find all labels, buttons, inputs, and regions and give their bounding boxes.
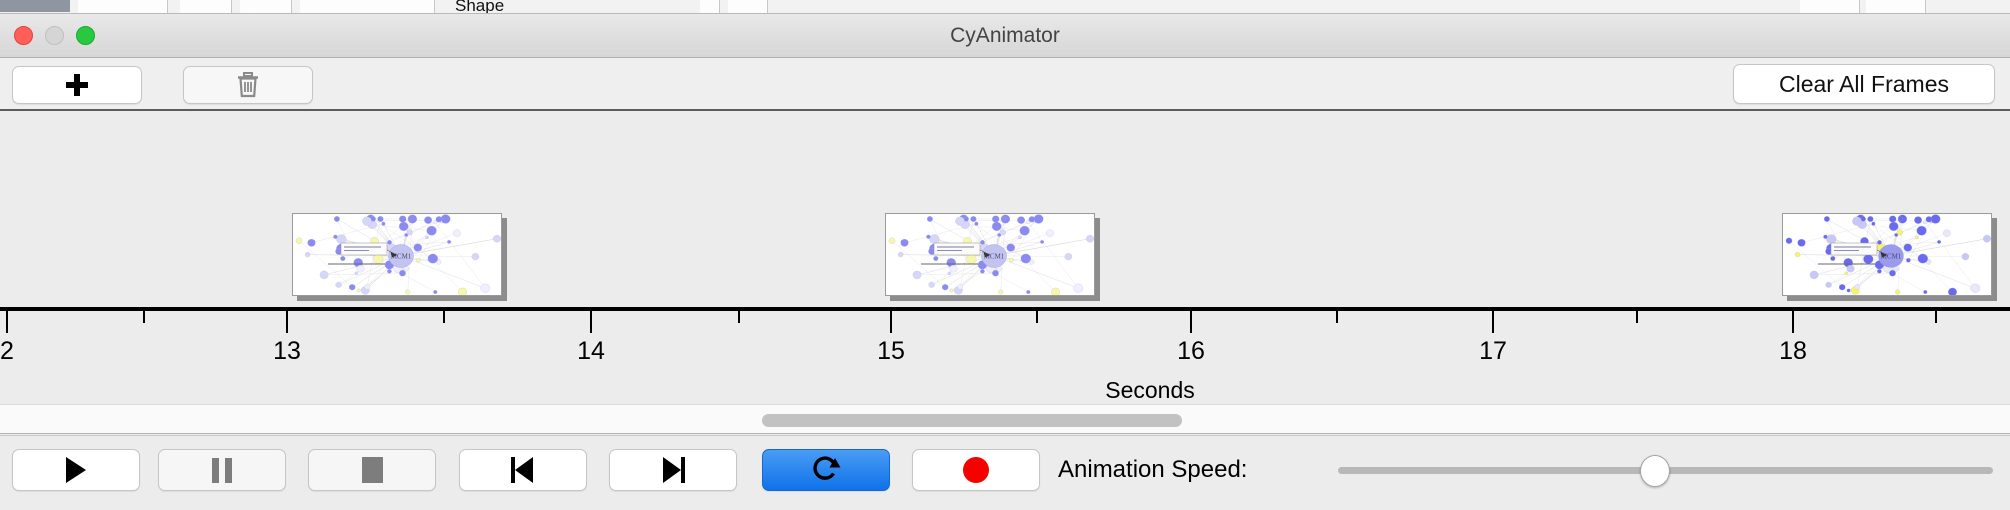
skip-back-icon (511, 457, 535, 483)
minimize-button[interactable] (45, 26, 64, 45)
axis-tick (890, 311, 892, 333)
zoom-button[interactable] (76, 26, 95, 45)
play-icon (66, 457, 86, 483)
axis-title-label: Seconds (1105, 377, 1195, 403)
window-title: CyAnimator (950, 24, 1060, 47)
axis-tick (738, 311, 740, 323)
title-bar: CyAnimator (0, 14, 2010, 58)
background-window-divider (0, 13, 2010, 14)
traffic-light-group (14, 26, 95, 45)
axis-tick (6, 311, 8, 333)
playback-control-bar: Animation Speed: (0, 435, 2010, 510)
skip-forward-icon (661, 457, 685, 483)
close-button[interactable] (14, 26, 33, 45)
axis-tick (1336, 311, 1338, 323)
skip-back-button[interactable] (459, 449, 587, 491)
slider-thumb[interactable] (1640, 455, 1670, 487)
frame-network-image: MCM1 (885, 213, 1095, 296)
axis-tick-label: 16 (1177, 337, 1205, 365)
background-window-label: Shape (455, 0, 505, 14)
loop-icon (813, 456, 841, 480)
animation-speed-slider[interactable] (1338, 449, 1993, 491)
delete-frame-button[interactable] (183, 66, 313, 104)
axis-tick (443, 311, 445, 323)
axis-tick (286, 311, 288, 333)
timeline-panel[interactable]: MCM1 MCM1 MCM1 2 13 14 15 16 17 18 Seconds (0, 111, 2010, 404)
svg-text:MCM1: MCM1 (984, 253, 1005, 261)
record-button[interactable] (912, 449, 1040, 491)
frame-network-image: MCM1 (292, 213, 502, 296)
pause-button[interactable] (158, 449, 286, 491)
axis-tick (1636, 311, 1638, 323)
svg-text:MCM1: MCM1 (391, 253, 412, 261)
plus-icon (66, 74, 88, 96)
frame-thumbnail[interactable]: MCM1 (292, 213, 507, 301)
timeline-scrollbar[interactable] (0, 404, 2010, 434)
axis-tick (1492, 311, 1494, 333)
add-frame-button[interactable] (12, 66, 142, 104)
frame-thumbnail[interactable]: MCM1 (885, 213, 1100, 301)
clear-all-frames-label: Clear All Frames (1779, 70, 1949, 97)
axis-tick (1935, 311, 1937, 323)
frame-thumbnail[interactable]: MCM1 (1782, 213, 1997, 301)
axis-tick-label: 14 (577, 337, 605, 365)
axis-tick (590, 311, 592, 333)
frame-network-image: MCM1 (1782, 213, 1992, 296)
axis-tick-label: 17 (1479, 337, 1507, 365)
axis-title: Seconds (0, 377, 2010, 404)
stop-button[interactable] (308, 449, 436, 491)
animation-speed-label: Animation Speed: (1058, 456, 1248, 483)
svg-text:MCM1: MCM1 (1881, 253, 1902, 261)
scrollbar-thumb[interactable] (762, 414, 1182, 427)
timeline-axis (0, 307, 2010, 311)
trash-icon (238, 72, 258, 98)
skip-forward-button[interactable] (609, 449, 737, 491)
record-icon (963, 457, 989, 483)
axis-tick (1792, 311, 1794, 333)
axis-tick (143, 311, 145, 323)
axis-tick (1190, 311, 1192, 333)
stop-icon (361, 457, 383, 483)
loop-button[interactable] (762, 449, 890, 491)
background-window-titlebar (0, 0, 70, 12)
axis-tick-label: 13 (273, 337, 301, 365)
clear-all-frames-button[interactable]: Clear All Frames (1733, 64, 1995, 104)
play-button[interactable] (12, 449, 140, 491)
axis-tick-label: 2 (0, 337, 14, 365)
background-window-strip: Shape (0, 0, 2010, 14)
toolbar: Clear All Frames (0, 58, 2010, 111)
pause-icon (212, 457, 232, 483)
axis-tick (1036, 311, 1038, 323)
axis-tick-label: 18 (1779, 337, 1807, 365)
axis-tick-label: 15 (877, 337, 905, 365)
